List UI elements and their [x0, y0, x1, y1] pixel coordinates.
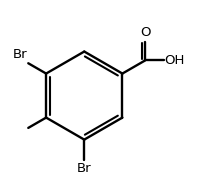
Text: Br: Br [77, 163, 92, 176]
Text: O: O [140, 27, 150, 40]
Text: Br: Br [13, 48, 27, 61]
Text: OH: OH [165, 54, 185, 67]
